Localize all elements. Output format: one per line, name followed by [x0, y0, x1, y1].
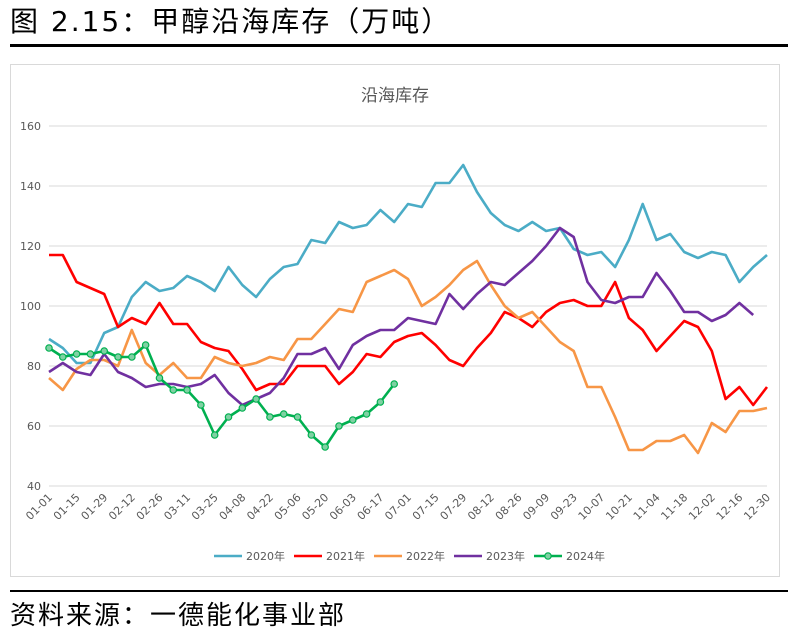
series-point [114, 353, 122, 361]
x-tick-label: 08-12 [465, 491, 497, 523]
series-point [197, 401, 205, 409]
x-tick-label: 10-07 [576, 491, 608, 523]
x-tick-label: 01-01 [23, 491, 55, 523]
series-point [335, 422, 343, 430]
lines-layer [45, 163, 769, 455]
series-point [293, 413, 302, 421]
legend-label: 2024年 [566, 549, 605, 563]
series-point [362, 410, 371, 418]
series-point [45, 344, 53, 352]
x-tick-label: 08-26 [493, 491, 525, 523]
x-tick-label: 07-01 [382, 491, 414, 523]
series-line-2 [49, 253, 769, 407]
y-tick-label: 40 [27, 480, 41, 493]
series-point [155, 374, 164, 382]
legend: 2020年 2021年 2022年 2023年 2024年 [214, 549, 605, 563]
legend-label: 2020年 [246, 549, 285, 563]
x-tick-label: 03-25 [189, 491, 221, 523]
x-tick-label: 12-30 [741, 491, 773, 523]
series-line-1 [48, 163, 768, 365]
series-point [210, 431, 219, 439]
y-tick-label: 80 [27, 360, 41, 373]
series-point [72, 350, 81, 358]
x-tick-label: 11-04 [631, 491, 663, 523]
series-point [86, 350, 95, 358]
x-tick-label: 02-26 [134, 491, 166, 523]
series-point [59, 353, 67, 361]
figure-title: 图 2.15：甲醇沿海库存（万吨） [10, 5, 452, 38]
series-point [279, 410, 288, 418]
series-point [307, 431, 316, 439]
line-chart: 40 60 80 100 120 140 160 01-0101-1501-2902-1202… [20, 86, 773, 563]
x-tick-label: 01-15 [51, 491, 83, 523]
series-line-3 [48, 259, 768, 455]
series-point [100, 347, 109, 355]
axis-layer: 40 60 80 100 120 140 160 01-0101-1501-2902-1202… [20, 120, 773, 523]
series-point [321, 443, 329, 451]
x-tick-label: 06-17 [355, 491, 387, 523]
x-tick-label: 05-20 [299, 491, 331, 523]
series-point [390, 380, 398, 388]
series-point [252, 395, 260, 403]
y-tick-label: 160 [20, 120, 41, 133]
x-tick-label: 01-29 [79, 491, 111, 523]
series-point [238, 404, 247, 412]
series-line-4 [48, 226, 755, 407]
chart-title: 沿海库存 [361, 86, 429, 106]
series-point [266, 413, 274, 421]
x-tick-label: 11-18 [658, 491, 690, 523]
legend-label: 2021年 [326, 549, 365, 563]
x-tick-label: 04-22 [244, 491, 276, 523]
x-tick-label: 02-12 [106, 491, 138, 523]
x-tick-label: 03-11 [161, 491, 193, 523]
legend-label: 2023年 [486, 549, 525, 563]
y-tick-label: 120 [20, 240, 41, 253]
x-tick-label: 06-03 [327, 491, 359, 523]
y-tick-label: 140 [20, 180, 41, 193]
x-tick-label: 05-06 [272, 491, 304, 523]
x-tick-label: 07-15 [410, 491, 442, 523]
x-tick-label: 12-16 [714, 491, 746, 523]
x-tick-label: 10-21 [603, 491, 635, 523]
source-note: 资料来源：一德能化事业部 [10, 601, 347, 631]
legend-label: 2022年 [406, 549, 445, 563]
series-point [376, 398, 385, 406]
bottom-rule [10, 590, 788, 592]
legend-marker [544, 552, 552, 560]
series-point [348, 416, 357, 424]
x-tick-label: 09-23 [548, 491, 580, 523]
series-point [183, 386, 191, 394]
series-point [128, 353, 136, 361]
series-point [169, 386, 178, 394]
series-point [224, 413, 233, 421]
x-tick-label: 09-09 [520, 491, 552, 523]
x-tick-label: 12-02 [686, 491, 718, 523]
top-rule [10, 44, 788, 47]
x-tick-label: 07-29 [438, 491, 470, 523]
y-tick-label: 100 [20, 300, 41, 313]
chart-frame: 40 60 80 100 120 140 160 01-01 01-15 01-29 02-12 02… [10, 64, 780, 577]
series-point [141, 341, 150, 349]
y-tick-label: 60 [27, 420, 41, 433]
x-tick-label: 04-08 [217, 491, 249, 523]
